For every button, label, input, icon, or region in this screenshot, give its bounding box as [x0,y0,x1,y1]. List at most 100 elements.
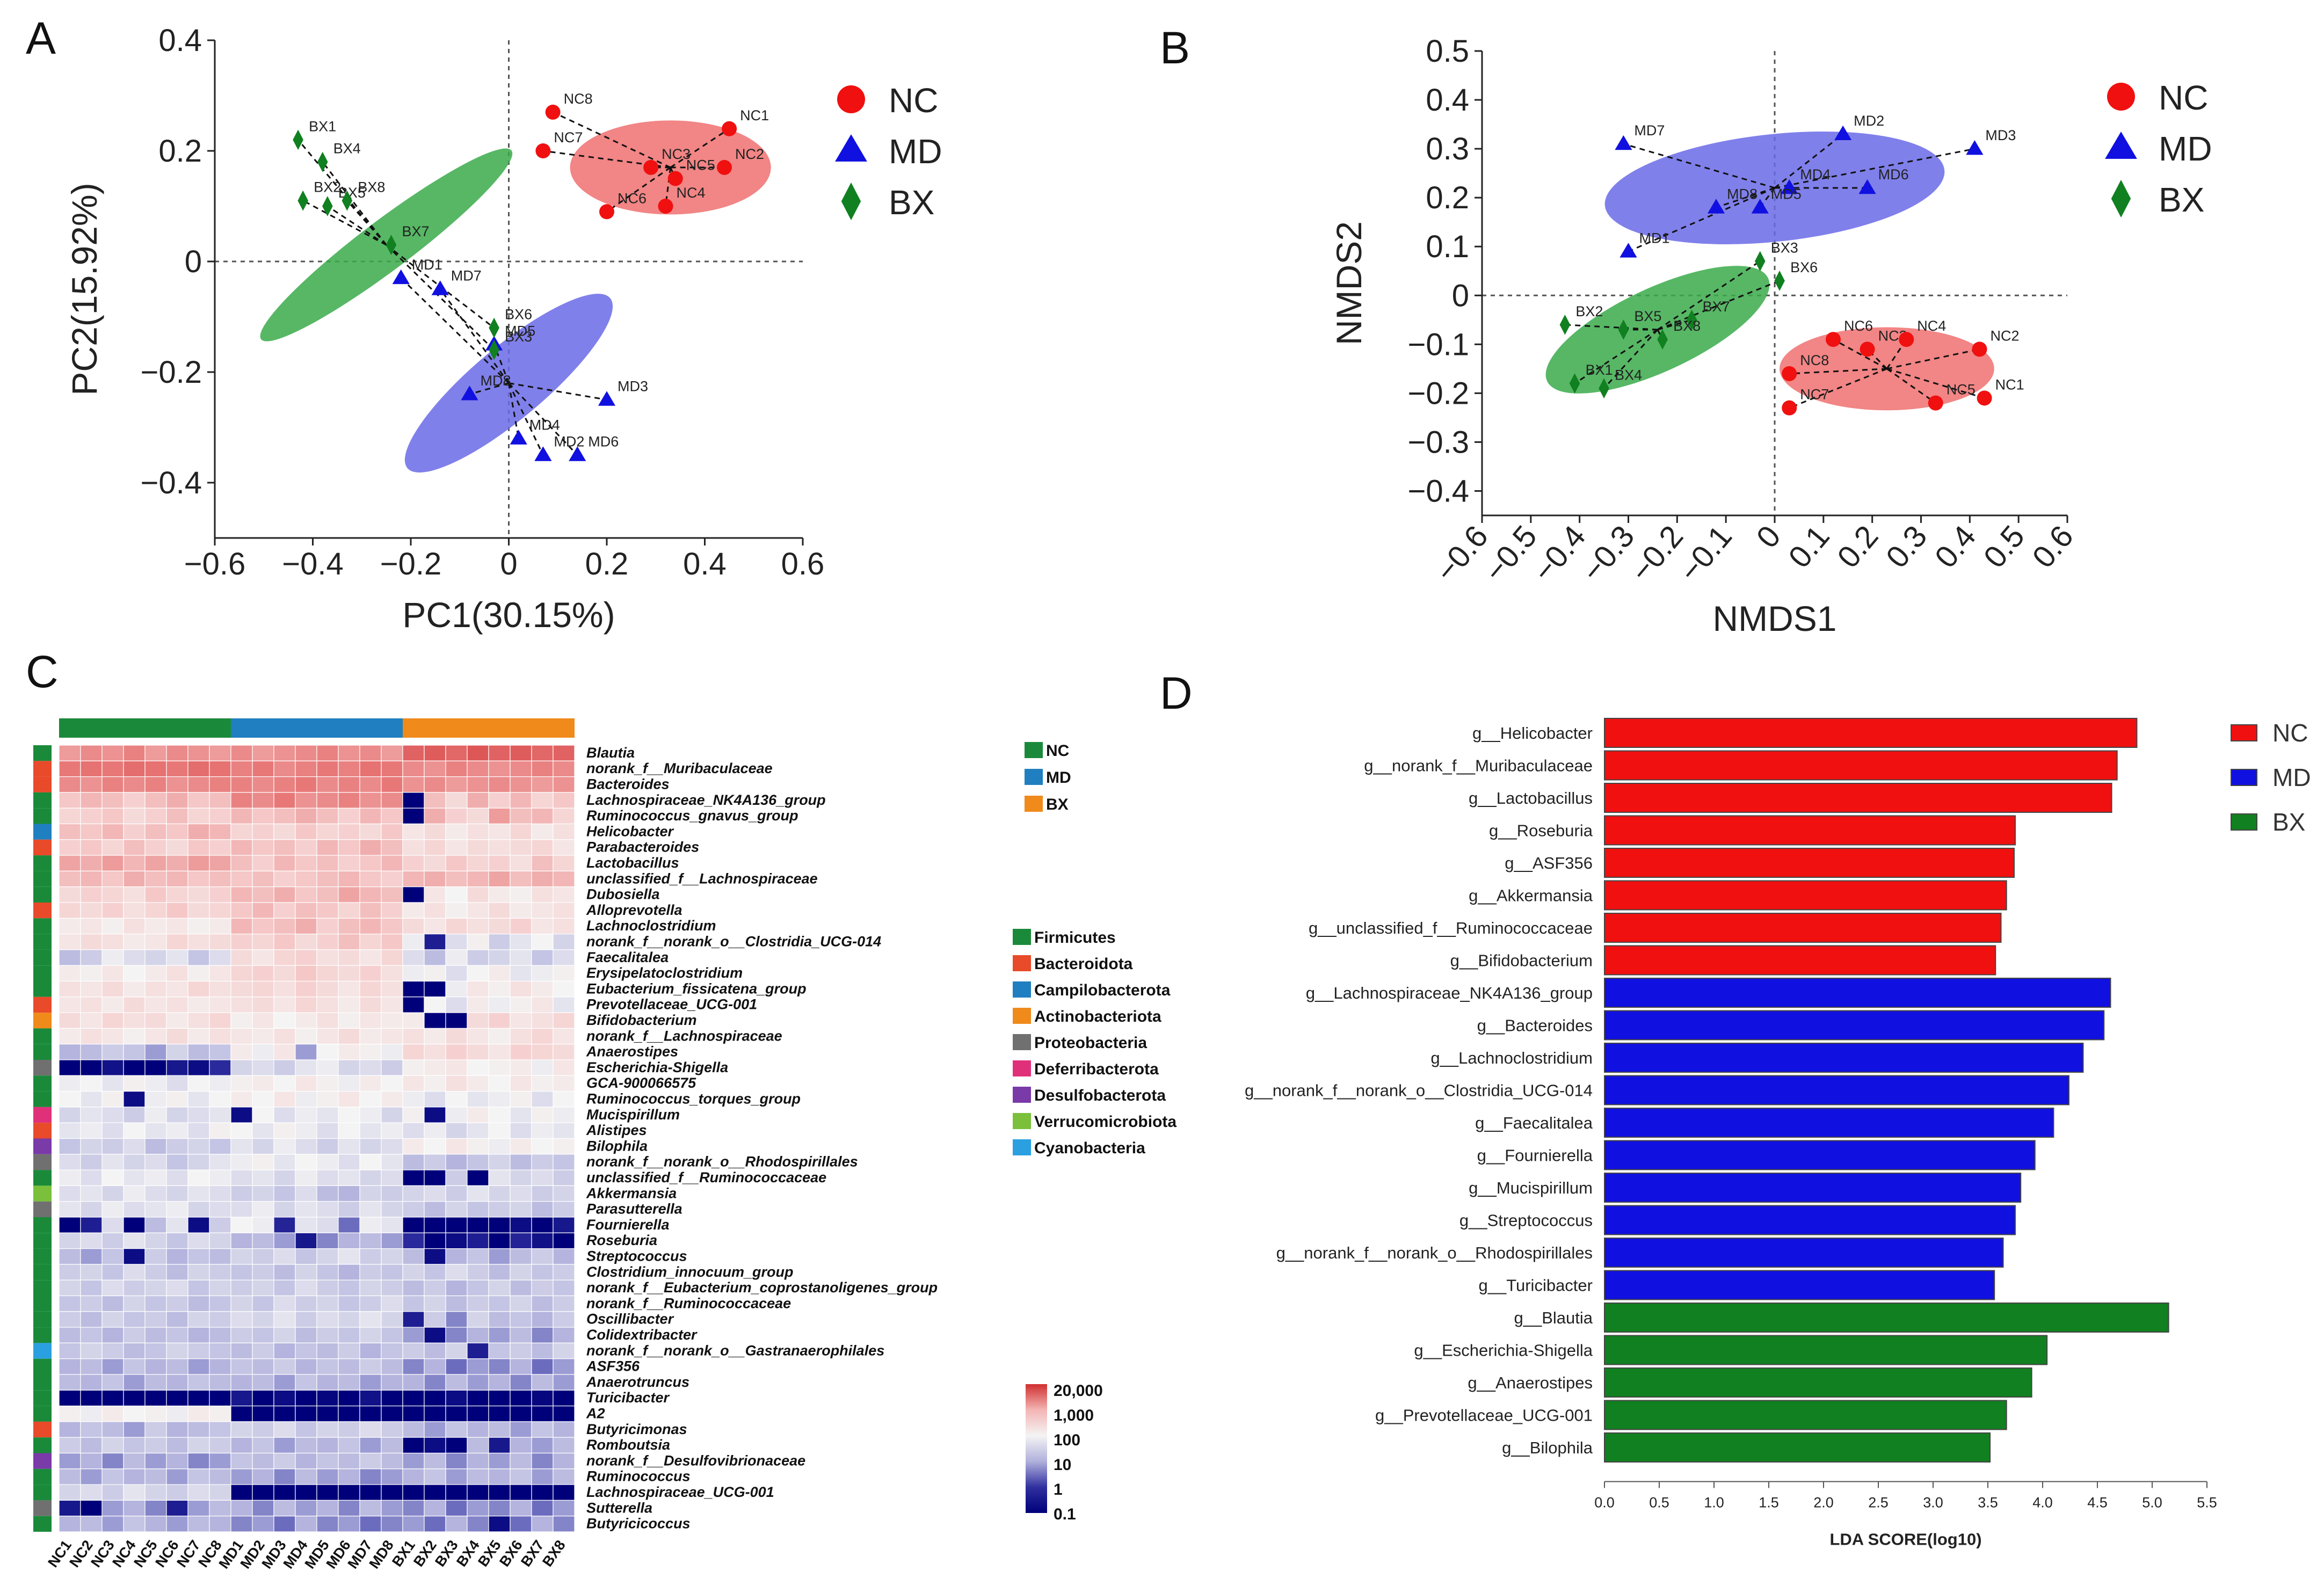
heatmap-cell [338,1122,360,1139]
phylum-bar-segment [33,1358,52,1374]
heatmap-cell [59,980,81,998]
spoke-line [327,205,387,246]
heatmap-cell [295,902,317,919]
heatmap-cell [553,776,575,793]
heatmap-cell [316,1374,339,1391]
heatmap-cell [144,1075,167,1092]
phylum-bar-segment [33,745,52,761]
heatmap-cell [531,823,554,840]
lda-bar [1604,783,2112,813]
heatmap-cell [467,980,489,998]
heatmap-cell [381,918,403,935]
heatmap-cell [402,745,425,761]
heatmap-cell [316,855,339,871]
heatmap-cell [187,855,210,871]
heatmap-row-label: Fournierella [586,1217,670,1233]
heatmap-cell [252,1358,274,1375]
heatmap-cell [59,965,81,982]
legend-label-nc: NC [2159,78,2208,117]
heatmap-cell [531,1012,554,1029]
heatmap-cell [531,1421,554,1438]
heatmap-cell [209,1169,231,1187]
heatmap-cell [187,1185,210,1202]
data-point-md4 [510,430,527,445]
heatmap-cell [424,1311,446,1328]
heatmap-cell [187,1516,210,1532]
heatmap-cell [230,1217,253,1233]
phylum-bar-segment [33,792,52,809]
heatmap-cell [359,855,382,871]
heatmap-cell [402,1232,425,1249]
legend-label-md: MD [2159,129,2212,168]
heatmap-cell [123,1044,146,1060]
heatmap-cell [59,1468,81,1485]
phylum-bar-segment [33,1437,52,1453]
heatmap-cell [359,807,382,825]
lda-bar-label: g__Akkermansia [1469,886,1593,905]
heatmap-cell [101,1090,124,1108]
spoke-line [1774,133,1844,189]
heatmap-cell [252,1374,274,1391]
heatmap-cell [359,1217,382,1233]
heatmap-cell [316,870,339,887]
phylum-bar-segment [33,1248,52,1264]
heatmap-cell [359,1264,382,1281]
data-point-md3 [1966,140,1984,155]
heatmap-cell [316,1012,339,1029]
pca-chart: NC1NC2NC3NC4NC5NC6NC7NC8MD1MD2MD3MD4MD5M… [64,23,942,635]
heatmap-cell [209,1500,231,1517]
heatmap-cell [101,776,124,793]
heatmap-cell [101,1437,124,1454]
heatmap-cell [316,1452,339,1469]
heatmap-cell [209,1122,231,1139]
heatmap-cell [445,1169,468,1187]
heatmap-cell [59,1075,81,1092]
heatmap-cell [359,1279,382,1297]
heatmap-cell [187,823,210,840]
heatmap-cell [166,1028,188,1045]
heatmap-cell [144,1028,167,1045]
heatmap-cell [488,996,511,1013]
heatmap-cell [80,1201,103,1218]
heatmap-cell [295,1342,317,1359]
heatmap-row-label: unclassified_f__Lachnospiraceae [586,870,818,886]
heatmap-cell [338,1437,360,1454]
heatmap-cell [316,1138,339,1155]
heatmap-cell [316,745,339,761]
heatmap-cell [187,792,210,809]
heatmap-cell [123,855,146,871]
heatmap-cell [531,902,554,919]
heatmap-cell [531,1090,554,1108]
heatmap-row-label: Escherichia-Shigella [586,1059,728,1075]
heatmap-cell [338,886,360,903]
heatmap-cell [338,1406,360,1422]
heatmap-cell [445,1516,468,1532]
heatmap-cell [488,1248,511,1265]
lda-bar [1604,1270,1995,1300]
data-point-bx2 [297,190,309,211]
heatmap-cell [359,996,382,1013]
heatmap-cell [273,760,296,777]
heatmap-cell [553,1342,575,1359]
heatmap-cell [553,1090,575,1108]
heatmap-cell [445,1059,468,1076]
heatmap-cell [359,839,382,856]
point-label: BX7 [1703,299,1730,315]
heatmap-cell [209,776,231,793]
heatmap-cell [209,1342,231,1359]
heatmap-cell [381,745,403,761]
heatmap-cell [59,996,81,1013]
heatmap-cell [359,1201,382,1218]
data-point-bx1 [1569,373,1580,394]
heatmap-cell [80,1500,103,1517]
heatmap-cell [488,1028,511,1045]
heatmap-cell [166,1169,188,1187]
heatmap-cell [402,1279,425,1297]
heatmap-cell [488,1012,511,1029]
heatmap-cell [338,1059,360,1076]
heatmap-cell [101,933,124,950]
heatmap-cell [295,1122,317,1139]
heatmap-cell [381,1028,403,1045]
heatmap-cell [273,1406,296,1422]
heatmap-cell [467,776,489,793]
